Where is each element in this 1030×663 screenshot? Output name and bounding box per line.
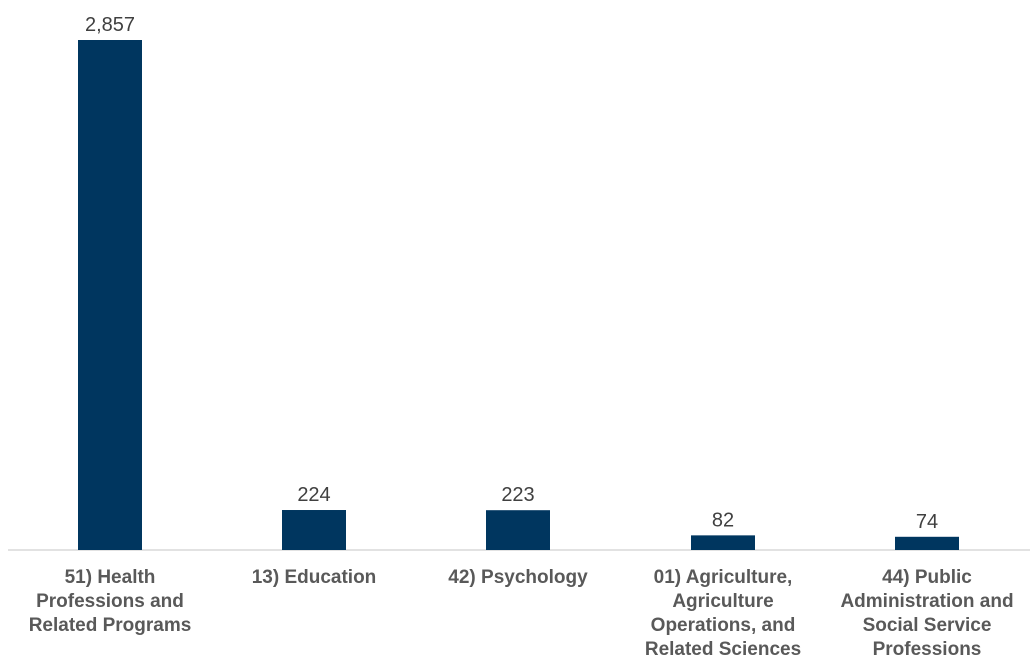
category-label-line: Related Programs [29, 615, 192, 636]
category-label-3: 01) Agriculture, Agriculture Operations, a… [645, 567, 801, 660]
bar-2 [486, 510, 550, 550]
category-label-2: 42) Psychology [448, 567, 588, 588]
category-label-4: 44) Public Administration and Social Servi… [840, 567, 1013, 660]
value-label-2: 223 [501, 484, 534, 506]
category-label-line: Agriculture [672, 591, 773, 612]
category-label-line: 13) Education [252, 567, 377, 588]
value-labels-group: 2,857 224 223 82 74 [85, 14, 938, 533]
value-label-0: 2,857 [85, 14, 135, 36]
category-label-line: Operations, and [651, 615, 796, 636]
category-label-line: Administration and [840, 591, 1013, 612]
category-label-line: Social Service [863, 615, 992, 636]
category-label-0: 51) Health Professions and Related Program… [29, 567, 192, 636]
category-label-line: Related Sciences [645, 639, 801, 660]
bars-group [78, 40, 959, 550]
value-label-1: 224 [297, 484, 330, 506]
bar-0 [78, 40, 142, 550]
category-label-line: 01) Agriculture, [654, 567, 793, 588]
category-labels-group: 51) Health Professions and Related Program… [29, 567, 1014, 660]
category-label-line: 44) Public [882, 567, 972, 588]
category-label-line: 42) Psychology [448, 567, 588, 588]
category-label-line: Professions [873, 639, 982, 660]
category-label-line: 51) Health [65, 567, 156, 588]
value-label-3: 82 [712, 509, 734, 531]
category-label-1: 13) Education [252, 567, 377, 588]
value-label-4: 74 [916, 511, 938, 533]
bar-1 [282, 510, 346, 550]
bar-3 [691, 535, 755, 550]
category-label-line: Professions and [36, 591, 184, 612]
bar-4 [895, 536, 959, 550]
